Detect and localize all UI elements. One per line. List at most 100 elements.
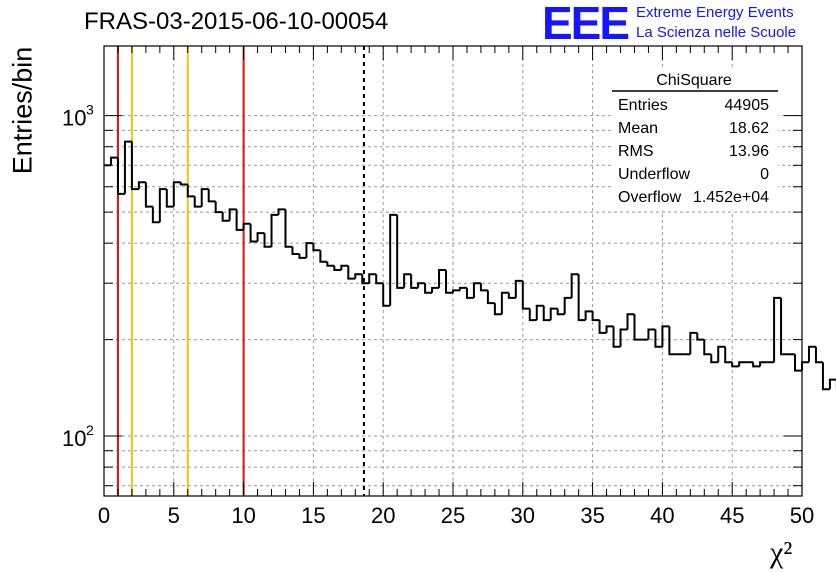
histogram-bin <box>542 305 551 322</box>
histogram-bin <box>724 346 733 364</box>
histogram-bin <box>752 362 761 368</box>
logo-line-1: Extreme Energy Events <box>636 4 794 21</box>
histogram-bin <box>214 201 223 214</box>
histogram-bin <box>256 232 265 242</box>
histogram-bin <box>298 254 307 259</box>
stats-box: ChiSquare Entries 44905 Mean 18.62 RMS 1… <box>612 70 778 210</box>
histogram-bin <box>633 314 642 341</box>
histogram-bin <box>807 345 816 363</box>
histogram-bin <box>249 223 258 243</box>
histogram-bin <box>549 307 558 321</box>
y-tick-label: 10 <box>62 426 86 451</box>
histogram-bin <box>312 243 321 252</box>
histogram-bin <box>165 189 174 208</box>
histogram-bin <box>354 273 363 279</box>
histogram-bin <box>696 332 705 341</box>
x-tick-label: 45 <box>720 503 744 528</box>
stats-label-entries: Entries <box>618 97 668 114</box>
histogram-bin <box>668 326 677 356</box>
y-tick-label: 10 <box>62 106 86 131</box>
histogram-bin <box>186 184 195 198</box>
histogram-bin <box>731 362 740 368</box>
histogram-bin <box>410 274 419 289</box>
histogram-bin <box>291 246 300 256</box>
histogram-bin <box>228 208 237 221</box>
histogram-bin <box>151 206 160 224</box>
x-axis-label: χ² <box>770 536 793 569</box>
histogram-bin <box>598 320 607 334</box>
histogram-bin <box>556 308 565 316</box>
histogram-bin <box>144 182 153 208</box>
histogram-bin <box>577 274 586 322</box>
x-tick-label: 30 <box>511 503 535 528</box>
histogram-bin <box>493 303 502 316</box>
eee-logo: EEE <box>542 0 630 49</box>
stats-value-entries: 44905 <box>725 97 770 114</box>
histogram-bin <box>375 274 384 285</box>
histogram-bin <box>158 188 167 223</box>
stats-label-underflow: Underflow <box>618 166 690 183</box>
histogram-bin <box>773 296 782 363</box>
histogram-bin <box>514 279 523 298</box>
histogram-bin <box>438 268 447 288</box>
histogram-bin <box>528 308 537 322</box>
histogram-bin <box>626 313 635 330</box>
histogram-bin <box>710 354 719 364</box>
histogram-bin <box>319 250 328 263</box>
histogram-bin <box>452 289 460 293</box>
histogram-bin <box>116 157 125 195</box>
histogram-bin <box>780 297 789 356</box>
histogram-bin <box>689 331 698 355</box>
stats-box-background <box>612 70 778 210</box>
histogram-bin <box>235 209 244 231</box>
histogram-bin <box>605 325 614 333</box>
histogram-bin <box>479 283 488 292</box>
histogram-bin <box>207 189 216 203</box>
histogram-bin <box>277 208 286 215</box>
histogram-bin <box>109 156 118 166</box>
histogram-bin <box>445 269 453 294</box>
histogram-bin <box>179 182 188 186</box>
histogram-bin <box>500 291 509 315</box>
histogram-bin <box>361 274 370 285</box>
x-tick-label: 20 <box>371 503 395 528</box>
histogram-bin <box>458 286 467 291</box>
x-tick-label: 15 <box>301 503 325 528</box>
histogram-bin <box>814 346 823 364</box>
histogram-bin <box>821 362 830 391</box>
histogram-bin <box>535 304 544 321</box>
x-tick-label: 25 <box>441 503 465 528</box>
histogram-bin <box>242 222 251 230</box>
histogram-bin <box>396 214 405 289</box>
histogram-bin <box>717 345 726 363</box>
histogram-bin <box>200 188 209 207</box>
histogram-bin <box>661 325 670 347</box>
stats-value-mean: 18.62 <box>729 120 769 137</box>
histogram-bin <box>368 273 377 284</box>
histogram-bin <box>389 213 398 306</box>
chart-title: FRAS-03-2015-06-10-00054 <box>84 8 389 35</box>
histogram-bin <box>563 296 572 315</box>
histogram-bin <box>591 311 600 322</box>
histogram-bin <box>305 242 314 258</box>
histogram-bin <box>130 141 139 191</box>
histogram-bin <box>193 196 202 208</box>
histogram-bin <box>424 283 433 294</box>
histogram-bin <box>431 286 440 293</box>
x-tick-label: 5 <box>168 503 180 528</box>
histogram-bin <box>340 264 349 270</box>
histogram-bin <box>263 233 272 248</box>
histogram-bin <box>221 212 230 222</box>
histogram-bin <box>759 361 768 367</box>
histogram-bin <box>486 290 495 305</box>
histogram-bin <box>738 361 747 367</box>
histogram-bin <box>403 273 412 288</box>
histogram-bin <box>172 181 181 207</box>
stats-value-underflow: 0 <box>760 166 769 183</box>
histogram-bin <box>284 209 293 248</box>
histogram-bin <box>584 310 593 321</box>
histogram-bin <box>612 326 621 348</box>
histogram-bin <box>703 339 712 356</box>
